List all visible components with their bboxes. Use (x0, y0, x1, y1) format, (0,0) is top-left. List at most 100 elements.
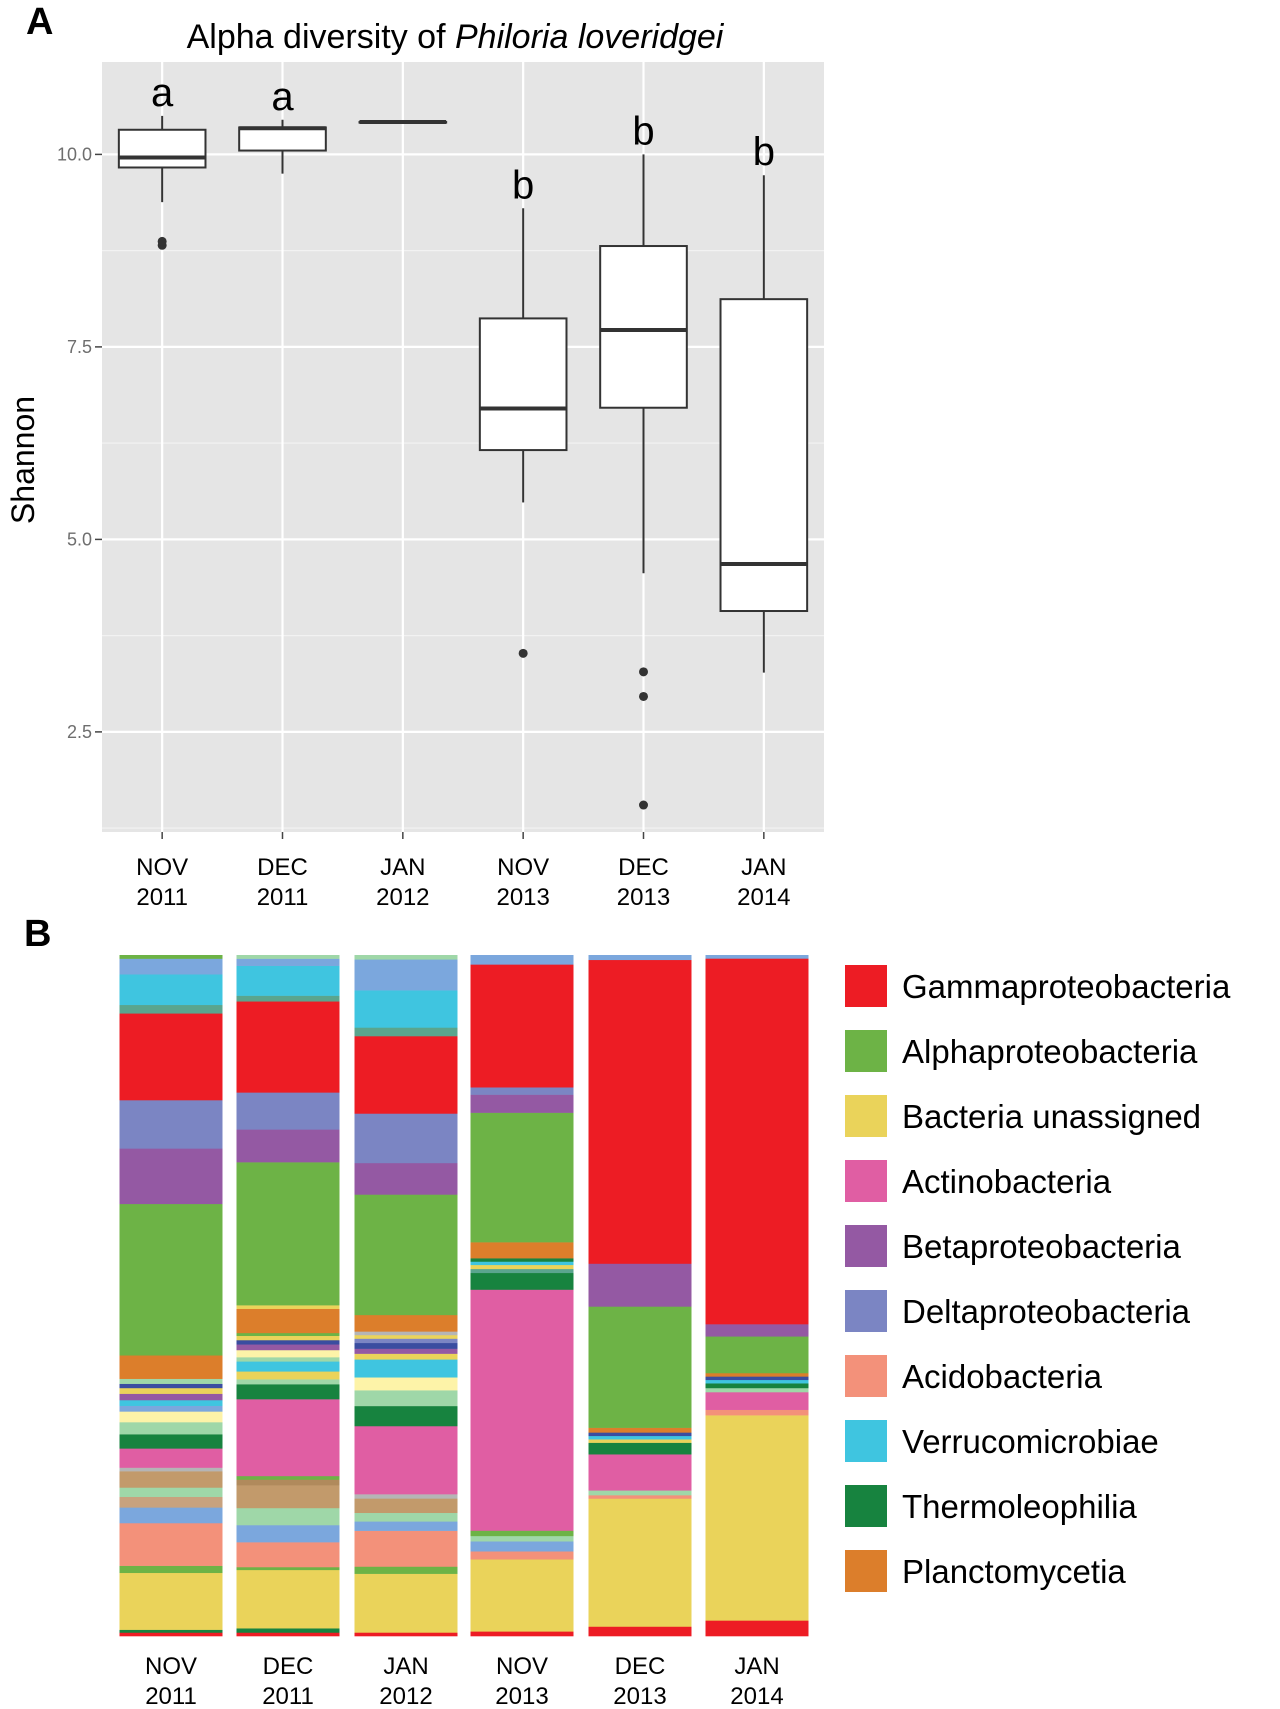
bar-segment (588, 1498, 692, 1627)
y-tick-label: 7.5 (67, 337, 92, 357)
bar-segment (119, 1467, 223, 1472)
bar-segment (236, 1357, 340, 1362)
bar-segment (236, 1384, 340, 1400)
bar-segment (705, 1415, 809, 1621)
bar-segment (354, 1194, 458, 1316)
bar-segment (236, 1308, 340, 1334)
bar-segment (705, 1324, 809, 1337)
bar-label-year: 2013 (495, 1683, 548, 1709)
x-tick-month: JAN (380, 854, 425, 881)
legend-item: Betaproteobacteria (845, 1225, 1182, 1267)
bar-segment (236, 1361, 340, 1372)
box-group: a (117, 71, 207, 250)
x-tick-year: 2013 (496, 884, 549, 911)
bar-label-month: JAN (734, 1653, 779, 1680)
bar-segment (470, 1551, 574, 1560)
y-tick-label: 10.0 (57, 144, 92, 164)
bar-segment (470, 1242, 574, 1259)
legend-item: Verrucomicrobiae (845, 1420, 1159, 1462)
bar-segment (588, 1306, 692, 1428)
bar-segment (354, 1390, 458, 1407)
iqr-box (117, 128, 207, 169)
legend-item: Bacteria unassigned (845, 1095, 1201, 1137)
legend-item: Gammaproteobacteria (845, 965, 1231, 1007)
bar-segment (236, 1507, 340, 1526)
bar-segment (470, 1087, 574, 1095)
bar-segment (236, 1332, 340, 1337)
stacked-bar (236, 955, 340, 1637)
bar-segment (354, 1530, 458, 1567)
stacked-bar (588, 955, 692, 1637)
bar-segment (236, 1632, 340, 1637)
x-tick-year: 2011 (257, 884, 309, 911)
bar-segment (119, 1507, 223, 1524)
box-group: b (599, 109, 688, 810)
bar-segment (354, 1036, 458, 1114)
bar-segment (588, 1263, 692, 1307)
bar-segment (588, 1490, 692, 1496)
bar-segment (236, 1335, 340, 1341)
legend-label: Thermoleophilia (902, 1488, 1137, 1525)
chart-title: Alpha diversity of Philoria loveridgei (187, 18, 725, 56)
bar-segment (236, 1379, 340, 1385)
bar-segment (236, 958, 340, 966)
bar-segment (354, 1573, 458, 1633)
y-axis-ticks: 2.5 5.0 7.5 10.0 (57, 144, 102, 742)
bar-segment (236, 1349, 340, 1358)
bar-segment (236, 1569, 340, 1629)
bar-segment (236, 1129, 340, 1163)
bar-segment (354, 1334, 458, 1339)
legend-swatch (845, 1030, 887, 1072)
x-tick-month: NOV (136, 854, 188, 881)
bar-segment (119, 1522, 223, 1566)
box-group: b (478, 163, 568, 658)
bar-segment (470, 1258, 574, 1262)
legend-label: Gammaproteobacteria (902, 968, 1231, 1005)
bar-x-labels: NOV 2011 DEC 2011 JAN 2012 NOV 2013 DEC 2013 JAN 20… (145, 1653, 784, 1709)
outlier-point (639, 667, 648, 677)
bar-segment (119, 1434, 223, 1449)
bar-segment (236, 1371, 340, 1380)
bar-segment (236, 1566, 340, 1571)
x-tick-month: DEC (257, 854, 308, 881)
bar-segment (119, 1632, 223, 1637)
bar-segment (119, 1572, 223, 1630)
bar-segment (588, 1427, 692, 1433)
bar-segment (119, 974, 223, 1006)
stacked-bar (354, 955, 458, 1637)
legend-label: Bacteria unassigned (902, 1098, 1201, 1135)
bar-segment (119, 1387, 223, 1394)
box-group: a (238, 75, 327, 174)
legend: Gammaproteobacteria Alphaproteobacteria Ba… (845, 965, 1231, 1592)
bar-segment (119, 1013, 223, 1101)
legend-label: Planctomycetia (902, 1553, 1126, 1590)
bar-segment (470, 1112, 574, 1243)
bar-segment (119, 958, 223, 975)
bar-segment (705, 958, 809, 1325)
legend-swatch (845, 1420, 887, 1462)
bar-segment (119, 1148, 223, 1205)
bar-segment (119, 1004, 223, 1014)
iqr-box (478, 317, 568, 452)
panel-a-label: A (26, 1, 53, 43)
bar-label-month: NOV (496, 1653, 548, 1680)
bar-segment (588, 1435, 692, 1440)
legend-swatch (845, 1355, 887, 1397)
significance-letter: a (271, 75, 294, 119)
legend-item: Planctomycetia (845, 1550, 1126, 1592)
y-tick-label: 2.5 (67, 722, 92, 742)
y-tick-label: 5.0 (67, 529, 92, 549)
bar-segment (588, 1432, 692, 1437)
legend-swatch (845, 965, 887, 1007)
bar-segment (470, 1541, 574, 1552)
stacked-bar (470, 955, 574, 1637)
x-tick-month: NOV (497, 854, 549, 881)
bar-segment (470, 1535, 574, 1542)
bar-segment (354, 1027, 458, 1037)
bar-segment (119, 1411, 223, 1423)
bar-segment (119, 1496, 223, 1508)
bar-segment (470, 1530, 574, 1537)
x-axis-ticks: NOV 2011 DEC 2011 JAN 2012 NOV 2013 DEC 2013 JAN 20… (136, 832, 791, 911)
bar-segment (119, 1487, 223, 1497)
